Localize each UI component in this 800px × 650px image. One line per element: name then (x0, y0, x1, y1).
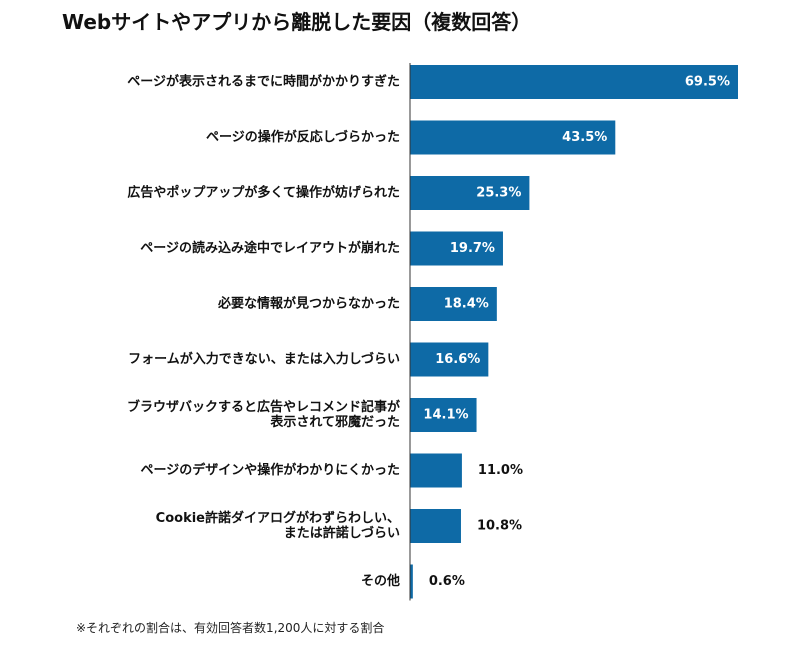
bars-layer: 69.5% ページが表示されるまでに時間がかかりすぎた 43.5% ページの操作が反応… (127, 65, 738, 599)
footnote: ※それぞれの割合は、有効回答者数1,200人に対する割合 (76, 621, 385, 635)
bar-3 (410, 176, 530, 210)
value-label-8: 11.0% (478, 463, 523, 478)
bar-6 (410, 342, 489, 377)
category-label-4: ページの読み込み途中でレイアウトが崩れた (140, 240, 400, 256)
value-label-2: 43.5% (562, 130, 607, 145)
bar-9 (410, 509, 461, 543)
value-label-5: 18.4% (444, 297, 489, 312)
value-label-4: 19.7% (450, 241, 495, 256)
category-label-2: ページの操作が反応しづらかった (206, 129, 400, 145)
value-label-9: 10.8% (477, 519, 522, 534)
value-label-7: 14.1% (423, 408, 468, 423)
bar-10 (410, 564, 413, 599)
value-label-10: 0.6% (429, 574, 465, 589)
category-label-6: フォームが入力できない、または入力しづらい (128, 351, 400, 367)
category-label-10: その他 (361, 573, 400, 589)
category-label-1: ページが表示されるまでに時間がかかりすぎた (127, 74, 400, 90)
bar-7 (410, 398, 477, 432)
category-label-9: Cookie許諾ダイアログがわずらわしい、または許諾しづらい (156, 510, 400, 541)
category-label-8: ページのデザインや操作がわかりにくかった (141, 462, 400, 478)
category-label-3: 広告やポップアップが多くて操作が妨げられた (127, 185, 400, 201)
chart-title: Webサイトやアプリから離脱した要因（複数回答） (62, 10, 532, 34)
category-label-7: ブラウザバックすると広告やレコメンド記事が表示されて邪魔だった (127, 399, 400, 430)
bar-5 (410, 287, 497, 321)
bar-8 (410, 453, 462, 488)
bar-2 (410, 120, 616, 155)
bar-4 (410, 231, 503, 266)
value-label-3: 25.3% (476, 186, 521, 201)
value-label-6: 16.6% (435, 352, 480, 367)
bar-1 (410, 65, 738, 99)
category-label-5: 必要な情報が見つからなかった (217, 296, 400, 312)
value-label-1: 69.5% (685, 75, 730, 90)
